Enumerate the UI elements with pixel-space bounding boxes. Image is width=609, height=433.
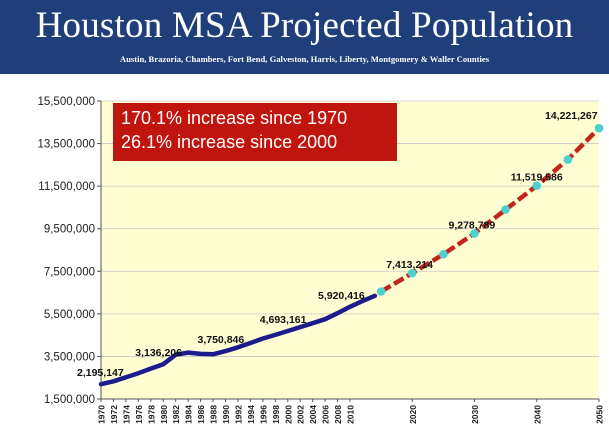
- projected-series-line: [379, 126, 601, 294]
- chart-title: Houston MSA Projected Population: [35, 5, 574, 46]
- x-tick-label: 2000: [283, 405, 293, 424]
- x-tick-label: 2050: [595, 405, 605, 424]
- projected-point-marker: [501, 205, 510, 214]
- projected-point-marker: [470, 229, 479, 238]
- projected-point-marker: [407, 268, 417, 278]
- label-layer: 2,195,147 3,136,206 3,750,846 4,693,161 5,92…: [77, 110, 598, 379]
- projected-point-marker: [439, 249, 448, 259]
- marker-layer: [376, 123, 604, 296]
- x-tick-label: 1988: [209, 405, 219, 424]
- x-tick-label: 1984: [184, 405, 194, 424]
- chart-subtitle: Austin, Brazoria, Chambers, Fort Bend, G…: [119, 54, 490, 64]
- y-tick-label: 15,500,000: [37, 96, 95, 108]
- y-tick-label: 1,500,000: [44, 394, 95, 406]
- callout-line-1970: 170.1% increase since 1970: [121, 108, 348, 128]
- x-tick-label: 2020: [408, 405, 418, 424]
- x-tick-label: 2002: [296, 405, 306, 424]
- data-label: 3,136,206: [135, 347, 182, 359]
- x-tick-label: 1992: [233, 405, 243, 424]
- x-tick-label: 2030: [470, 405, 480, 424]
- x-tick-label: 1982: [171, 405, 181, 424]
- x-tick-label: 1978: [146, 405, 156, 424]
- y-tick-label: 9,500,000: [44, 224, 95, 236]
- x-tick-label: 1986: [196, 405, 206, 424]
- projected-point-marker: [532, 181, 542, 191]
- y-tick-label: 3,500,000: [44, 351, 95, 363]
- data-label: 3,750,846: [198, 334, 245, 346]
- x-tick-label: 2006: [321, 405, 331, 424]
- x-tick-label: 1994: [246, 405, 256, 424]
- data-label: 5,920,416: [318, 290, 365, 302]
- x-tick-label: 2040: [532, 405, 542, 424]
- data-label: 4,693,161: [260, 314, 307, 326]
- x-tick-label: 2010: [346, 405, 356, 424]
- x-tick-label: 1980: [159, 405, 169, 424]
- y-tick-label: 13,500,000: [37, 139, 95, 151]
- data-label: 9,278,789: [449, 219, 496, 231]
- series-layer: [98, 126, 601, 387]
- x-tick-label: 1974: [121, 405, 131, 424]
- projected-point-marker: [594, 123, 604, 133]
- x-tick-label: 2004: [308, 405, 318, 424]
- chart-header: Houston MSA Projected Population Austin,…: [0, 0, 609, 74]
- increase-callout-box: 170.1% increase since 1970 26.1% increas…: [113, 103, 397, 161]
- x-tick-label: 2008: [333, 405, 343, 424]
- x-tick-label: 1998: [271, 405, 281, 424]
- x-tick-label: 1990: [221, 405, 231, 424]
- y-tick-label: 7,500,000: [44, 266, 95, 278]
- x-tick-label: 1976: [134, 405, 144, 424]
- data-label: 2,195,147: [77, 367, 124, 379]
- callout-line-2000: 26.1% increase since 2000: [121, 132, 338, 152]
- projected-point-marker: [376, 287, 386, 296]
- x-tick-label: 1996: [258, 405, 268, 424]
- axis-layer: 1,500,000 3,500,000 5,500,000 7,500,000 9,50…: [37, 96, 604, 424]
- historical-series-line: [98, 293, 378, 387]
- data-label: 14,221,267: [545, 110, 598, 122]
- data-label: 7,413,214: [386, 259, 433, 271]
- x-tick-label: 1972: [109, 405, 119, 424]
- y-tick-label: 11,500,000: [38, 181, 95, 193]
- x-tick-label: 1970: [97, 405, 107, 424]
- projected-point-marker: [563, 155, 573, 164]
- y-tick-label: 5,500,000: [44, 309, 95, 321]
- data-label: 11,519,586: [511, 172, 563, 184]
